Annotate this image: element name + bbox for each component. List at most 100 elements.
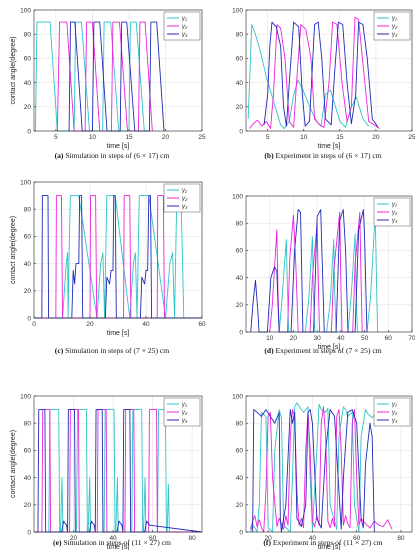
x-tick-label: 80 — [189, 535, 197, 542]
y-tick-label: 20 — [24, 288, 32, 295]
panel-b: 5 10 15 20 25 0 20 40 60 80 100 time [s] γ₁ γ₂ γ₃ (b) E… — [232, 7, 415, 160]
legend: γ₁ γ₂ γ₃ — [373, 397, 411, 427]
series-line-1 — [250, 400, 391, 533]
y-tick-label: 80 — [24, 32, 32, 39]
y-tick-label: 60 — [236, 248, 244, 255]
panel-d: 10 20 30 40 50 60 70 0 20 40 60 80 100 time [s] γ₁ γ₂ γ₃… — [232, 193, 415, 355]
x-tick-label: 20 — [70, 535, 78, 542]
series-line-1 — [247, 24, 370, 130]
x-tick-label: 40 — [142, 321, 150, 328]
x-axis-label: time [s] — [318, 344, 341, 351]
legend-label-2: γ₂ — [392, 24, 398, 30]
y-tick-label: 100 — [232, 193, 243, 200]
y-axis-label: contact angle(degree) — [10, 36, 17, 104]
panel-e: 20 40 60 80 0 20 40 60 80 100 time [s] contact angl… — [10, 393, 203, 550]
panel-a: 5 10 15 20 25 0 20 40 60 80 100 time [s] contact ang… — [10, 7, 206, 160]
x-tick-label: 20 — [162, 134, 170, 141]
caption-letter: (b) — [264, 151, 275, 160]
y-tick-label: 40 — [24, 261, 32, 268]
series-line-3 — [263, 21, 379, 128]
x-tick-label: 70 — [408, 335, 415, 342]
x-tick-label: 20 — [290, 335, 298, 342]
x-axis-label: time [s] — [107, 330, 130, 337]
y-axis-label: contact angle(degree) — [10, 430, 17, 498]
y-tick-label: 60 — [24, 448, 32, 455]
legend-label-2: γ₂ — [392, 410, 398, 416]
y-tick-label: 20 — [24, 104, 32, 111]
y-tick-label: 20 — [236, 302, 244, 309]
x-tick-label: 60 — [198, 321, 206, 328]
y-tick-label: 20 — [24, 502, 32, 509]
caption-text: Simulation in steps of (7 × 25) cm — [65, 346, 169, 355]
legend-label-2: γ₂ — [182, 24, 188, 30]
y-tick-label: 0 — [239, 329, 243, 336]
caption-text: Experiment in steps of (11 × 27) cm — [273, 538, 383, 547]
y-tick-label: 0 — [27, 315, 31, 322]
y-tick-label: 60 — [236, 448, 244, 455]
legend: γ₁ γ₂ γ₃ — [373, 197, 411, 227]
plot-frame — [245, 9, 413, 132]
legend: γ₁ γ₂ γ₃ — [373, 11, 411, 41]
panel-f: 20 40 60 80 0 20 40 60 80 100 time [s] γ₁ γ₂ γ₃ (f) Ex… — [232, 393, 413, 550]
y-tick-label: 100 — [232, 7, 243, 14]
series-line-2 — [249, 406, 393, 533]
y-axis-label: contact angle(degree) — [10, 216, 17, 284]
caption-text: Simulation in steps of (11 × 27) cm — [63, 538, 171, 547]
caption-text: Experiment in steps of (7 × 25) cm — [276, 346, 382, 355]
y-tick-label: 60 — [24, 56, 32, 63]
x-tick-label: 60 — [149, 535, 157, 542]
legend: γ₁ γ₂ γ₃ — [163, 397, 201, 427]
y-tick-label: 100 — [20, 393, 31, 400]
series-line-3 — [68, 21, 165, 132]
y-tick-label: 0 — [27, 529, 31, 536]
y-tick-label: 100 — [20, 179, 31, 186]
panel-caption: (a) Simulation in steps of (6 × 17) cm — [55, 151, 170, 160]
x-tick-label: 25 — [408, 134, 415, 141]
panel-caption: (d) Experiment in steps of (7 × 25) cm — [264, 346, 381, 355]
x-tick-label: 25 — [198, 134, 206, 141]
y-tick-label: 100 — [20, 7, 31, 14]
legend-label-2: γ₂ — [182, 410, 188, 416]
y-tick-label: 20 — [236, 104, 244, 111]
series-line-2 — [56, 21, 153, 132]
x-tick-label: 50 — [361, 335, 369, 342]
x-tick-label: 5 — [266, 134, 270, 141]
x-tick-label: 20 — [265, 535, 273, 542]
plot-frame — [245, 395, 413, 533]
y-tick-label: 20 — [236, 502, 244, 509]
caption-letter: (e) — [53, 538, 63, 547]
y-tick-label: 40 — [24, 80, 32, 87]
x-tick-label: 15 — [336, 134, 344, 141]
x-tick-label: 5 — [54, 134, 58, 141]
y-tick-label: 60 — [236, 56, 244, 63]
caption-letter: (a) — [55, 151, 66, 160]
caption-letter: (d) — [264, 346, 275, 355]
caption-letter: (f) — [263, 538, 273, 547]
y-tick-label: 40 — [236, 80, 244, 87]
x-axis-label: time [s] — [107, 143, 130, 150]
x-tick-label: 40 — [109, 535, 117, 542]
plot-frame — [245, 195, 413, 333]
x-tick-label: 10 — [89, 134, 97, 141]
legend: γ₁ γ₂ γ₃ — [163, 11, 201, 41]
x-tick-label: 0 — [32, 321, 36, 328]
legend-label-3: γ₃ — [392, 418, 398, 424]
y-tick-label: 80 — [24, 207, 32, 214]
legend-label-1: γ₁ — [182, 402, 187, 408]
legend-label-1: γ₁ — [392, 202, 397, 208]
x-tick-label: 10 — [266, 335, 274, 342]
legend: γ₁ γ₂ γ₃ — [163, 183, 201, 213]
x-tick-label: 20 — [372, 134, 380, 141]
y-tick-label: 40 — [236, 275, 244, 282]
y-tick-label: 0 — [239, 529, 243, 536]
caption-letter: (c) — [55, 346, 65, 355]
series-line-2 — [249, 16, 380, 130]
panel-caption: (b) Experiment in steps of (6 × 17) cm — [264, 151, 381, 160]
series-line-3 — [252, 409, 375, 533]
y-tick-label: 100 — [232, 393, 243, 400]
panel-c: 0 20 40 60 0 20 40 60 80 100 time [s] contact angle… — [10, 179, 206, 355]
y-tick-label: 80 — [24, 421, 32, 428]
x-tick-label: 60 — [353, 535, 361, 542]
x-axis-label: time [s] — [318, 143, 341, 150]
